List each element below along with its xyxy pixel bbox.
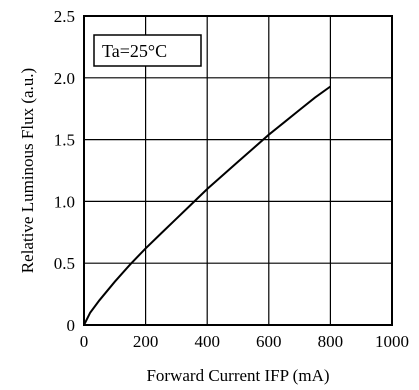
y-tick-label: 2.5 xyxy=(54,7,75,26)
x-tick-label: 800 xyxy=(318,332,344,351)
annotation-text: Ta=25°C xyxy=(102,41,167,61)
y-axis-label: Relative Luminous Flux (a.u.) xyxy=(18,68,37,273)
x-tick-label: 1000 xyxy=(375,332,409,351)
y-tick-label: 2.0 xyxy=(54,69,75,88)
x-tick-label: 0 xyxy=(80,332,89,351)
annotation-box xyxy=(93,34,202,67)
y-tick-labels: 0 0.5 1.0 1.5 2.0 2.5 xyxy=(54,7,75,335)
x-tick-label: 200 xyxy=(133,332,159,351)
series-line xyxy=(83,85,331,326)
y-tick-label: 1.0 xyxy=(54,192,75,211)
x-tick-label: 400 xyxy=(194,332,220,351)
y-tick-label: 1.5 xyxy=(54,131,75,150)
y-tick-label: 0 xyxy=(67,316,76,335)
x-axis-label: Forward Current IFP (mA) xyxy=(146,366,329,385)
plot-frame xyxy=(83,15,393,326)
x-tick-labels: 0 200 400 600 800 1000 xyxy=(80,332,409,351)
x-tick-label: 600 xyxy=(256,332,282,351)
grid xyxy=(84,16,392,325)
y-tick-label: 0.5 xyxy=(54,254,75,273)
